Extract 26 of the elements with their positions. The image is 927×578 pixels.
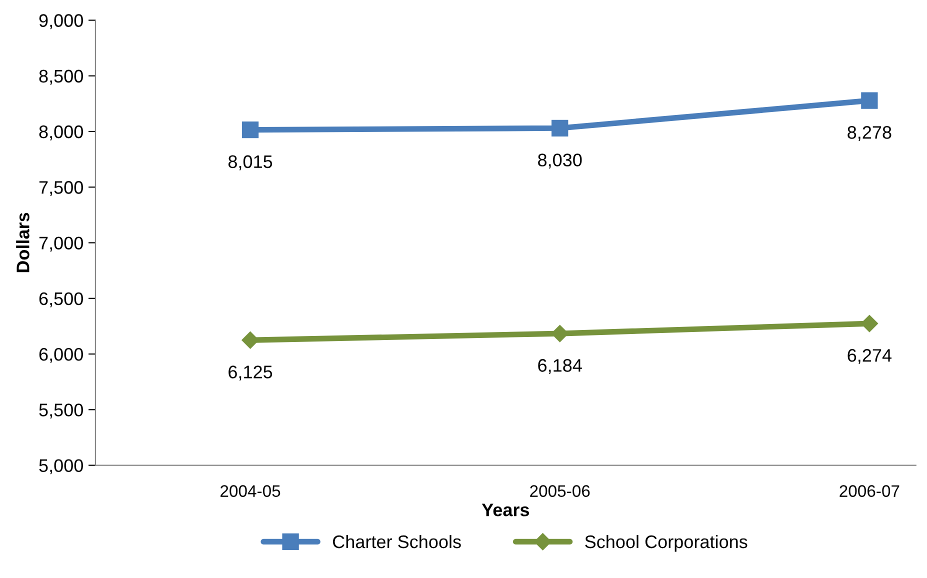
legend-label: School Corporations — [585, 534, 748, 552]
x-tick-label: 2005-06 — [530, 485, 590, 497]
y-tick-label: 5,500 — [39, 404, 83, 419]
point — [242, 332, 259, 349]
y-tick-label: 5,000 — [39, 459, 83, 474]
data-label: 8,015 — [228, 155, 272, 170]
y-tick-label: 9,000 — [39, 14, 83, 30]
y-tick-label: 8,500 — [39, 70, 83, 85]
data-label: 8,030 — [538, 154, 582, 169]
point — [552, 120, 568, 136]
data-label: 8,278 — [848, 126, 892, 141]
x-axis-title: Years — [482, 504, 530, 516]
y-tick-label: 6,500 — [39, 292, 83, 308]
data-label: 6,125 — [228, 366, 272, 381]
data-label: 6,274 — [848, 349, 892, 364]
y-axis-title: Dollars — [16, 212, 30, 272]
x-tick-label: 2006-07 — [840, 485, 900, 497]
y-tick-label: 7,500 — [39, 181, 83, 196]
y-tick-label: 6,000 — [39, 348, 83, 363]
point — [242, 121, 259, 138]
legend-label: Charter Schools — [332, 534, 461, 548]
y-tick-label: 8,000 — [39, 125, 83, 140]
point — [861, 92, 878, 109]
x-tick-label: 2004-05 — [220, 485, 280, 497]
data-label: 6,184 — [538, 359, 582, 374]
y-tick-label: 7,000 — [39, 236, 83, 252]
